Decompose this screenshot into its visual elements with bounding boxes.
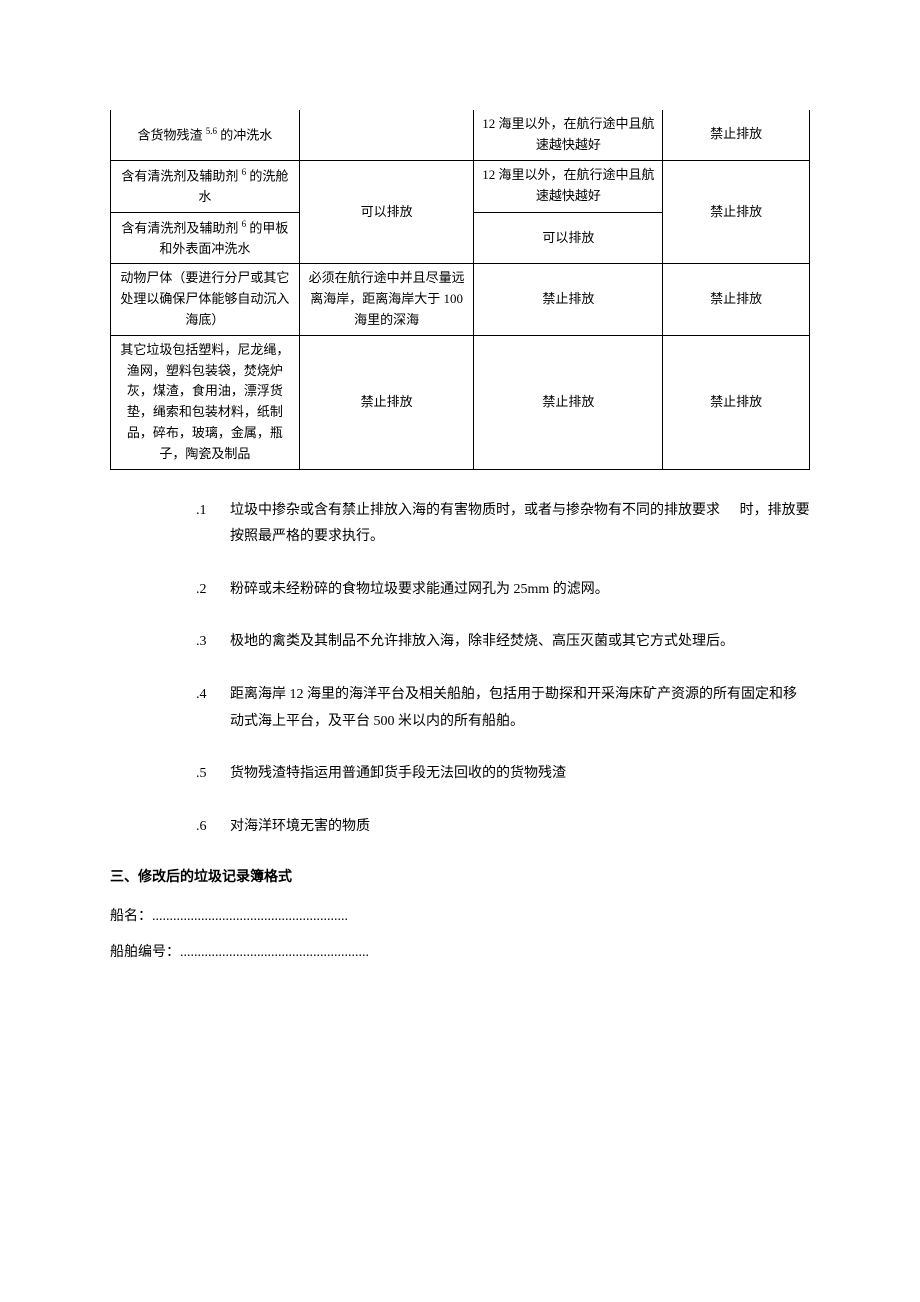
cell-r3-c3: 禁止排放 <box>663 264 810 335</box>
cell-r0-c1 <box>299 110 474 160</box>
footnote-2: .2 粉碎或未经粉碎的食物垃圾要求能通过网孔为 25mm 的滤网。 <box>196 577 810 604</box>
ship-number-field: 船舶编号：...................................… <box>110 940 810 965</box>
footnote-5: .5 货物残渣特指运用普通卸货手段无法回收的的货物残渣 <box>196 761 810 788</box>
footnote-1: .1 垃圾中掺杂或含有禁止排放入海的有害物质时，或者与掺杂物有不同的排放要求时，… <box>196 498 810 551</box>
cell-r0-c3: 禁止排放 <box>663 110 810 160</box>
cell-r4-c2: 禁止排放 <box>474 335 663 469</box>
cell-r2-c2: 可以排放 <box>474 212 663 264</box>
section-3-heading: 三、修改后的垃圾记录簿格式 <box>110 866 810 886</box>
cell-r3-c2: 禁止排放 <box>474 264 663 335</box>
cell-r1-c2: 12 海里以外，在航行途中且航速越快越好 <box>474 160 663 212</box>
cell-r1-c1: 可以排放 <box>299 160 474 264</box>
cell-r1-c3: 禁止排放 <box>663 160 810 264</box>
discharge-regulation-table: 含货物残渣 5.6 的冲洗水 12 海里以外，在航行途中且航速越快越好 禁止排放… <box>110 110 810 470</box>
cell-r4-c0: 其它垃圾包括塑料，尼龙绳，渔网，塑料包装袋，焚烧炉灰，煤渣，食用油，漂浮货垫，绳… <box>111 335 300 469</box>
cell-r3-c0: 动物尸体（要进行分尸或其它处理以确保尸体能够自动沉入海底） <box>111 264 300 335</box>
footnote-6: .6 对海洋环境无害的物质 <box>196 814 810 841</box>
cell-r2-c0: 含有清洗剂及辅助剂 6 的甲板和外表面冲洗水 <box>111 212 300 264</box>
cell-r1-c0: 含有清洗剂及辅助剂 6 的洗舱水 <box>111 160 300 212</box>
footnote-3: .3 极地的禽类及其制品不允许排放入海，除非经焚烧、高压灭菌或其它方式处理后。 <box>196 629 810 656</box>
cell-r3-c1: 必须在航行途中并且尽量远离海岸，距离海岸大于 100 海里的深海 <box>299 264 474 335</box>
footnote-4: .4 距离海岸 12 海里的海洋平台及相关船舶，包括用于勘探和开采海床矿产资源的… <box>196 682 810 735</box>
cell-r0-c2: 12 海里以外，在航行途中且航速越快越好 <box>474 110 663 160</box>
cell-r0-c0: 含货物残渣 5.6 的冲洗水 <box>111 110 300 160</box>
cell-r4-c1: 禁止排放 <box>299 335 474 469</box>
ship-name-field: 船名：.....................................… <box>110 904 810 929</box>
footnotes-list: .1 垃圾中掺杂或含有禁止排放入海的有害物质时，或者与掺杂物有不同的排放要求时，… <box>196 498 810 841</box>
cell-r4-c3: 禁止排放 <box>663 335 810 469</box>
